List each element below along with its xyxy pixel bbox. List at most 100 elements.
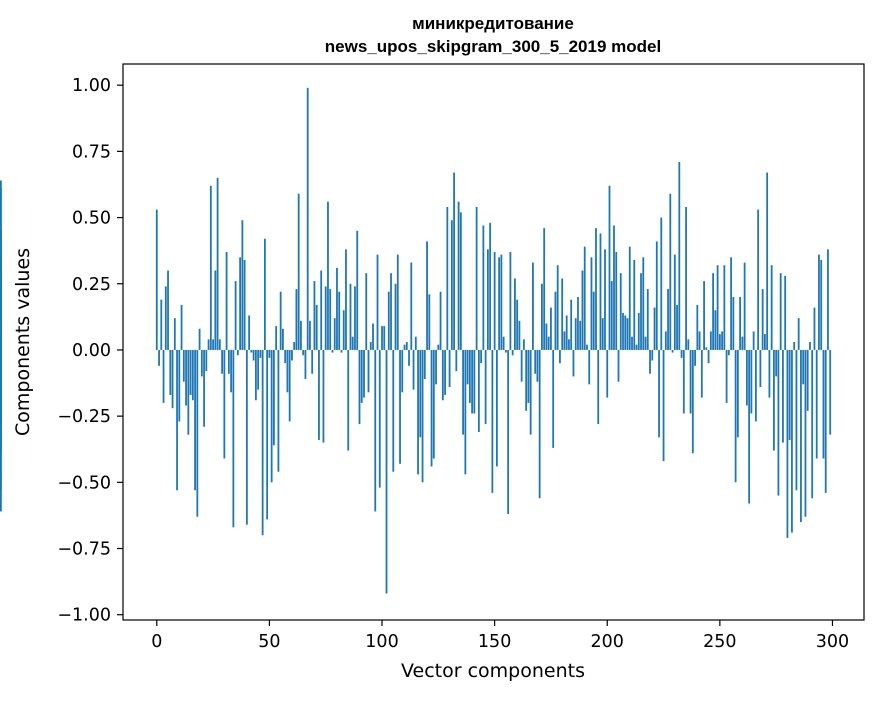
- bar-171: [541, 283, 543, 350]
- bar-7: [171, 349, 174, 409]
- bar-122: [430, 349, 433, 467]
- bar-183: [568, 339, 570, 350]
- bar-8: [173, 318, 176, 350]
- bar-25: [212, 339, 214, 350]
- bar-207: [622, 312, 624, 350]
- bar-141: [473, 349, 476, 414]
- bar-undefined: [0, 349, 2, 425]
- bar-28: [218, 339, 221, 350]
- bar-213: [635, 344, 638, 350]
- bar-181: [563, 331, 566, 350]
- bar-235: [685, 206, 687, 350]
- x-tick-label: 150: [478, 632, 511, 652]
- bar-45: [257, 349, 260, 390]
- bar-26: [214, 270, 217, 350]
- bar-297: [824, 349, 827, 493]
- bar-60: [291, 349, 293, 361]
- bar-113: [410, 262, 413, 350]
- bar-114: [412, 349, 415, 390]
- bar-259: [739, 296, 742, 350]
- bar-118: [421, 349, 424, 483]
- bar-166: [529, 349, 532, 435]
- bar-84: [345, 249, 347, 350]
- bar-195: [595, 228, 597, 350]
- bar-76: [327, 201, 329, 350]
- bar-197: [599, 233, 602, 350]
- bar-174: [547, 336, 550, 350]
- bar-224: [660, 217, 663, 350]
- bar-43: [252, 349, 255, 361]
- bar-153: [500, 254, 503, 350]
- bar-232: [678, 161, 681, 350]
- bar-61: [293, 342, 296, 350]
- bar-281: [788, 349, 791, 440]
- bar-23: [207, 339, 210, 350]
- y-axis-ticks: −1.00 −0.75 −0.50 −0.25 0.00 0.25 0.50 0.75 1.00: [57, 76, 123, 626]
- y-tick-label: −0.75: [57, 540, 111, 560]
- bar-256: [732, 296, 735, 350]
- bar-269: [761, 289, 764, 350]
- bar-288: [804, 349, 807, 517]
- bar-67: [306, 87, 309, 350]
- bar-172: [543, 228, 546, 350]
- bar-244: [705, 347, 708, 350]
- bar-53: [275, 326, 278, 350]
- bar-266: [754, 349, 757, 422]
- bar-9: [176, 349, 178, 491]
- bar-194: [592, 291, 595, 350]
- bar-192: [588, 349, 591, 385]
- bar-124: [435, 349, 437, 385]
- bar-161: [518, 320, 521, 350]
- bar-223: [658, 349, 660, 438]
- bar-41: [248, 315, 251, 350]
- bar-138: [466, 349, 469, 385]
- bar-291: [811, 349, 814, 499]
- bar-154: [502, 336, 505, 350]
- bar-16: [191, 349, 194, 401]
- bar-276: [777, 349, 780, 496]
- bar-216: [642, 257, 645, 350]
- bar-series: [0, 87, 832, 594]
- bar-279: [784, 275, 787, 350]
- bar-209: [626, 318, 629, 350]
- bar-106: [394, 283, 397, 350]
- bar-243: [703, 281, 705, 350]
- bar-231: [676, 304, 678, 350]
- bar-262: [745, 349, 748, 406]
- bar-47: [261, 349, 264, 536]
- bar-107: [396, 254, 399, 350]
- bar-250: [718, 334, 721, 350]
- bar-137: [464, 349, 467, 475]
- bar-193: [590, 257, 593, 350]
- bar-271: [766, 172, 769, 350]
- bar-149: [491, 349, 494, 493]
- bar-156: [507, 349, 510, 515]
- bar-50: [268, 349, 271, 358]
- bar-83: [342, 310, 345, 350]
- bar-208: [624, 315, 627, 350]
- bar-254: [727, 349, 730, 356]
- bar-102: [385, 349, 388, 594]
- bar-163: [523, 339, 525, 350]
- bar-164: [525, 349, 528, 411]
- x-tick-label: 100: [365, 632, 398, 652]
- bar-175: [550, 307, 552, 350]
- y-tick-label: 0.75: [72, 142, 111, 162]
- bar-212: [633, 259, 636, 350]
- bar-3: [162, 349, 165, 403]
- bar-1: [158, 349, 160, 366]
- bar-248: [714, 310, 717, 350]
- bar-48: [263, 238, 266, 350]
- bar-27: [216, 177, 219, 350]
- bar-98: [376, 254, 379, 350]
- bar-82: [340, 349, 343, 353]
- bar-112: [408, 349, 410, 366]
- bar-46: [259, 349, 262, 358]
- bar-217: [644, 336, 647, 350]
- bar-44: [254, 349, 257, 401]
- bar-240: [696, 304, 699, 350]
- bar-32: [227, 349, 230, 374]
- bar-198: [601, 318, 604, 350]
- bar-39: [243, 259, 246, 350]
